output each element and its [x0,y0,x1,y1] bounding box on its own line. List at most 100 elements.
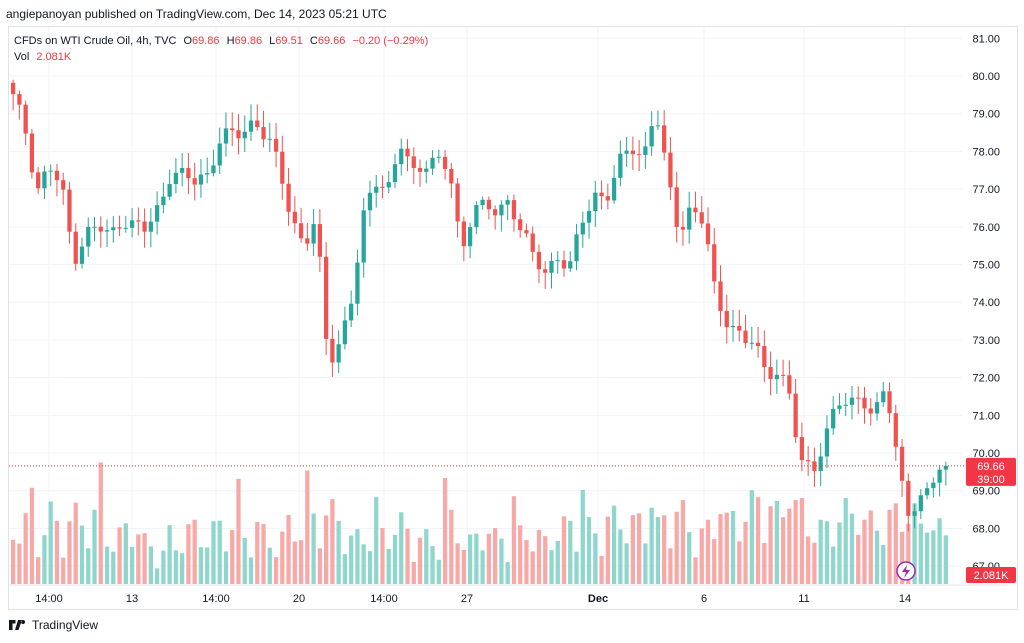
candle-body[interactable] [255,120,260,128]
candle-body[interactable] [561,260,567,269]
candle-body[interactable] [705,223,711,245]
candle-body[interactable] [442,156,448,169]
candle-body[interactable] [273,138,279,152]
candle-body[interactable] [192,178,197,185]
candle-body[interactable] [436,156,441,158]
candle-body[interactable] [42,171,47,189]
candle-body[interactable] [61,180,66,190]
candle-body[interactable] [324,256,329,339]
candle-body[interactable] [630,150,635,155]
candle-body[interactable] [649,126,654,147]
candle-body[interactable] [749,342,754,344]
candle-body[interactable] [799,437,805,461]
candle-body[interactable] [530,233,535,252]
candle-body[interactable] [818,456,823,471]
candle-body[interactable] [718,281,723,311]
candle-body[interactable] [317,224,322,257]
candle-body[interactable] [198,174,204,185]
candle-body[interactable] [881,391,886,403]
candle-body[interactable] [906,480,911,516]
candle-body[interactable] [643,146,648,155]
candle-body[interactable] [73,231,78,264]
candle-body[interactable] [467,227,473,247]
candle-body[interactable] [173,172,179,185]
candle-body[interactable] [793,393,798,438]
candle-body[interactable] [674,187,679,227]
candle-body[interactable] [330,338,335,363]
candle-body[interactable] [536,251,542,270]
candle-body[interactable] [586,210,592,223]
candle-body[interactable] [511,200,517,220]
candle-body[interactable] [856,397,861,399]
candle-body[interactable] [142,221,147,232]
candle-body[interactable] [912,511,917,516]
candle-body[interactable] [937,469,942,483]
candle-body[interactable] [787,375,792,394]
candle-body[interactable] [599,192,604,197]
candle-body[interactable] [518,219,523,231]
candle-body[interactable] [780,374,786,376]
candle-body[interactable] [355,262,360,304]
candle-body[interactable] [568,261,573,269]
candle-body[interactable] [349,303,354,321]
candle-body[interactable] [361,210,366,263]
candle-body[interactable] [242,131,247,139]
candle-body[interactable] [449,168,454,184]
candle-body[interactable] [430,157,435,169]
candle-body[interactable] [918,495,923,512]
candle-body[interactable] [461,221,466,247]
candle-body[interactable] [849,397,855,405]
candle-body[interactable] [762,346,767,368]
candle-body[interactable] [699,212,704,224]
candle-body[interactable] [868,408,873,414]
candle-body[interactable] [104,230,110,232]
candle-body[interactable] [123,227,128,229]
candle-body[interactable] [136,220,141,222]
candle-body[interactable] [11,82,16,95]
candle-body[interactable] [399,148,404,165]
candle-body[interactable] [180,168,185,173]
candle-body[interactable] [924,488,930,496]
candle-body[interactable] [417,167,423,172]
candle-body[interactable] [205,173,210,175]
candle-body[interactable] [693,207,698,213]
candle-body[interactable] [743,330,748,344]
candle-body[interactable] [768,367,773,380]
candle-body[interactable] [505,200,510,205]
candle-body[interactable] [668,152,673,188]
candle-body[interactable] [298,223,304,239]
candle-body[interactable] [342,320,348,345]
candle-body[interactable] [248,120,254,132]
candle-body[interactable] [217,143,222,166]
candle-body[interactable] [737,325,742,331]
candle-body[interactable] [480,199,485,205]
candle-body[interactable] [624,150,629,154]
candle-body[interactable] [374,186,379,193]
candle-body[interactable] [824,428,830,457]
candle-body[interactable] [680,226,686,230]
candle-body[interactable] [712,244,717,282]
candle-body[interactable] [724,310,729,328]
candle-body[interactable] [806,460,811,462]
candle-body[interactable] [424,168,429,172]
candle-body[interactable] [161,196,166,206]
candle-body[interactable] [899,446,905,481]
candle-body[interactable] [555,260,560,262]
candle-body[interactable] [687,207,692,230]
candle-body[interactable] [411,156,416,168]
candle-body[interactable] [812,461,817,471]
candle-body[interactable] [493,209,498,216]
candle-body[interactable] [92,226,97,228]
candle-body[interactable] [887,391,892,414]
candle-body[interactable] [662,125,667,153]
candle-body[interactable] [474,204,479,228]
candle-body[interactable] [148,221,153,232]
candle-body[interactable] [111,227,116,231]
candle-body[interactable] [98,226,103,232]
candle-body[interactable] [54,170,60,181]
candle-body[interactable] [167,184,172,197]
candle-body[interactable] [611,177,617,201]
candle-body[interactable] [549,260,554,273]
candle-body[interactable] [843,404,848,406]
candle-body[interactable] [223,128,229,144]
